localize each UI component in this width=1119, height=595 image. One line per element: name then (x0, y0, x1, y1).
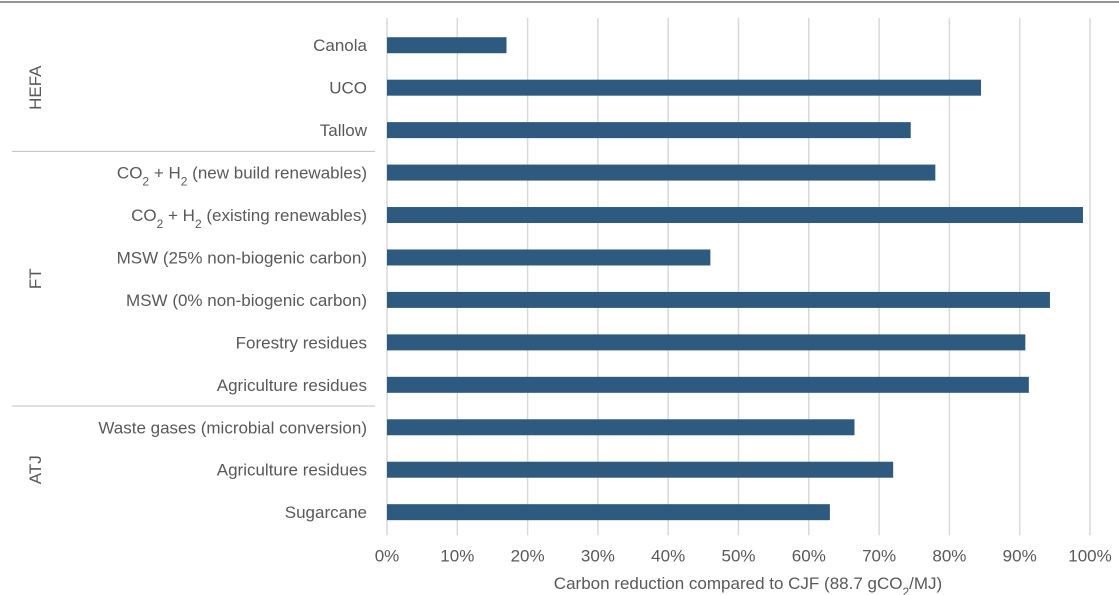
x-tick-label: 30% (581, 546, 615, 565)
x-tick-label: 80% (932, 546, 966, 565)
bar (387, 461, 894, 478)
x-tick-label: 60% (792, 546, 826, 565)
group-label: ATJ (26, 455, 45, 484)
category-label: Sugarcane (285, 503, 367, 522)
category-label: Forestry residues (236, 333, 367, 352)
category-label: Canola (313, 36, 367, 55)
category-label: Tallow (320, 121, 368, 140)
category-labels: Canola UCO Tallow CO2 + H2 (new build renew… (98, 36, 367, 522)
x-tick-label: 40% (651, 546, 685, 565)
bar (387, 504, 830, 521)
x-tick-label: 100% (1068, 546, 1111, 565)
category-label: MSW (0% non-biogenic carbon) (126, 291, 367, 310)
bar (387, 334, 1026, 351)
category-label: CO2 + H2 (existing renewables) (131, 206, 367, 231)
x-tick-label: 10% (440, 546, 474, 565)
group-labels: HEFA FT ATJ (26, 65, 45, 484)
group-separators (12, 150, 375, 407)
category-label: Agriculture residues (217, 461, 367, 480)
x-tick-label: 20% (511, 546, 545, 565)
x-axis-title: Carbon reduction compared to CJF (88.7 g… (554, 574, 942, 595)
gridlines (386, 18, 1091, 536)
x-tick-label: 50% (721, 546, 755, 565)
category-label: Waste gases (microbial conversion) (98, 418, 367, 437)
group-label: FT (26, 268, 45, 289)
bar (387, 122, 911, 139)
bars (387, 37, 1083, 521)
bar (387, 37, 507, 54)
bar (387, 79, 982, 96)
bar (387, 419, 855, 436)
category-label: CO2 + H2 (new build renewables) (117, 164, 367, 189)
bar (387, 291, 1050, 308)
x-tick-label: 0% (375, 546, 400, 565)
x-tick-label: 90% (1003, 546, 1037, 565)
category-label: MSW (25% non-biogenic carbon) (117, 248, 367, 267)
category-label: UCO (329, 79, 367, 98)
x-tick-labels: 0% 10% 20% 30% 40% 50% 60% 70% 80% 90% 100% (375, 546, 1112, 565)
bar (387, 164, 936, 181)
group-label: HEFA (26, 65, 45, 110)
bar (387, 207, 1083, 224)
bar (387, 249, 711, 266)
bar (387, 376, 1029, 393)
category-label: Agriculture residues (217, 376, 367, 395)
x-tick-label: 70% (862, 546, 896, 565)
